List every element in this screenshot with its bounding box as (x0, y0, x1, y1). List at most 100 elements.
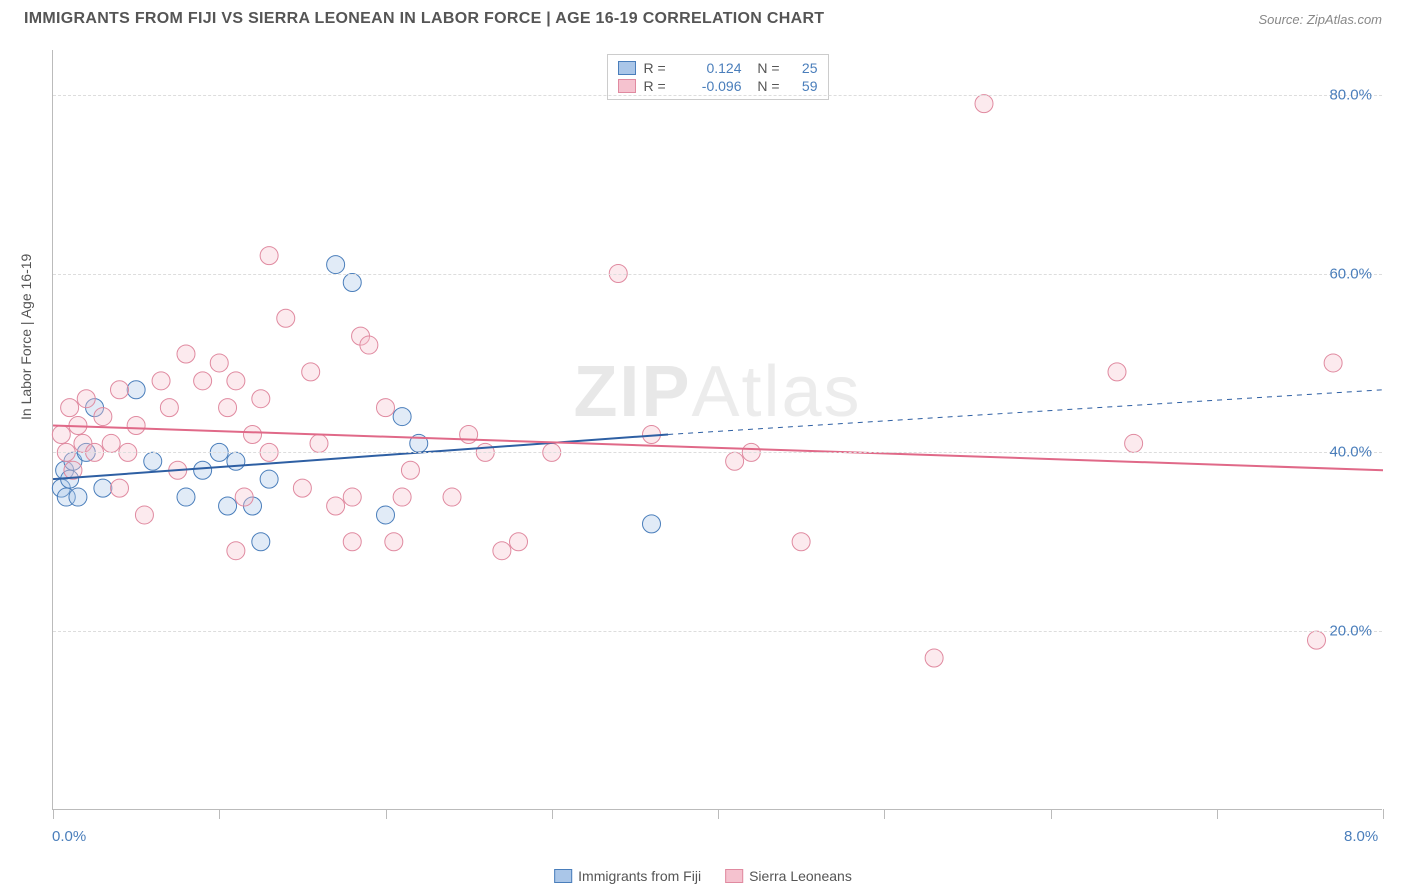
x-tick-mark (552, 809, 553, 819)
data-point (135, 506, 153, 524)
data-point (302, 363, 320, 381)
scatter-svg (53, 50, 1382, 809)
chart-header: IMMIGRANTS FROM FIJI VS SIERRA LEONEAN I… (0, 0, 1406, 34)
x-tick-mark (884, 809, 885, 819)
data-point (443, 488, 461, 506)
trend-line (53, 426, 1383, 471)
data-point (152, 372, 170, 390)
data-point (343, 533, 361, 551)
legend-label: Immigrants from Fiji (578, 868, 701, 884)
x-tick-label: 0.0% (52, 828, 86, 845)
legend-r-value: 0.124 (682, 60, 742, 76)
data-point (94, 479, 112, 497)
y-axis-label: In Labor Force | Age 16-19 (18, 254, 34, 420)
data-point (1308, 631, 1326, 649)
data-point (127, 417, 145, 435)
y-tick-label: 40.0% (1329, 444, 1372, 461)
legend-label: Sierra Leoneans (749, 868, 852, 884)
data-point (510, 533, 528, 551)
data-point (327, 497, 345, 515)
legend-swatch (725, 869, 743, 883)
chart-title: IMMIGRANTS FROM FIJI VS SIERRA LEONEAN I… (24, 10, 824, 28)
gridline (53, 452, 1382, 453)
data-point (227, 542, 245, 560)
data-point (377, 399, 395, 417)
data-point (252, 533, 270, 551)
chart-source: Source: ZipAtlas.com (1258, 12, 1382, 27)
legend-r-label: R = (644, 78, 674, 94)
data-point (792, 533, 810, 551)
data-point (310, 434, 328, 452)
data-point (127, 381, 145, 399)
data-point (460, 425, 478, 443)
trend-line-extrapolated (668, 390, 1383, 435)
legend-row: R = 0.124 N = 25 (618, 59, 818, 77)
data-point (111, 381, 129, 399)
data-point (219, 399, 237, 417)
legend-n-label: N = (750, 60, 780, 76)
data-point (219, 497, 237, 515)
data-point (144, 452, 162, 470)
data-point (194, 372, 212, 390)
data-point (393, 408, 411, 426)
y-tick-label: 20.0% (1329, 623, 1372, 640)
legend-item: Immigrants from Fiji (554, 868, 701, 884)
data-point (643, 515, 661, 533)
chart-plot-area: ZIPAtlas R = 0.124 N = 25 R = -0.096 N =… (52, 50, 1382, 810)
y-tick-label: 60.0% (1329, 265, 1372, 282)
data-point (1108, 363, 1126, 381)
data-point (52, 425, 70, 443)
data-point (77, 390, 95, 408)
data-point (177, 345, 195, 363)
legend-r-label: R = (644, 60, 674, 76)
legend-n-label: N = (750, 78, 780, 94)
series-legend: Immigrants from Fiji Sierra Leoneans (554, 868, 852, 884)
data-point (227, 372, 245, 390)
x-tick-mark (53, 809, 54, 819)
data-point (393, 488, 411, 506)
data-point (252, 390, 270, 408)
legend-r-value: -0.096 (682, 78, 742, 94)
data-point (385, 533, 403, 551)
data-point (1324, 354, 1342, 372)
data-point (177, 488, 195, 506)
data-point (111, 479, 129, 497)
data-point (343, 488, 361, 506)
data-point (102, 434, 120, 452)
data-point (235, 488, 253, 506)
data-point (210, 354, 228, 372)
x-tick-mark (1051, 809, 1052, 819)
legend-swatch (618, 79, 636, 93)
data-point (293, 479, 311, 497)
data-point (493, 542, 511, 560)
data-point (260, 247, 278, 265)
data-point (61, 399, 79, 417)
data-point (94, 408, 112, 426)
data-point (69, 488, 87, 506)
data-point (277, 309, 295, 327)
data-point (244, 425, 262, 443)
x-tick-mark (1217, 809, 1218, 819)
gridline (53, 95, 1382, 96)
legend-swatch (618, 61, 636, 75)
gridline (53, 631, 1382, 632)
x-tick-mark (386, 809, 387, 819)
x-tick-label: 8.0% (1344, 828, 1378, 845)
gridline (53, 274, 1382, 275)
data-point (327, 256, 345, 274)
legend-row: R = -0.096 N = 59 (618, 77, 818, 95)
correlation-legend: R = 0.124 N = 25 R = -0.096 N = 59 (607, 54, 829, 100)
data-point (401, 461, 419, 479)
x-tick-mark (219, 809, 220, 819)
data-point (343, 273, 361, 291)
x-tick-mark (1383, 809, 1384, 819)
data-point (726, 452, 744, 470)
data-point (925, 649, 943, 667)
data-point (260, 470, 278, 488)
data-point (194, 461, 212, 479)
data-point (160, 399, 178, 417)
data-point (377, 506, 395, 524)
legend-swatch (554, 869, 572, 883)
data-point (360, 336, 378, 354)
legend-item: Sierra Leoneans (725, 868, 852, 884)
